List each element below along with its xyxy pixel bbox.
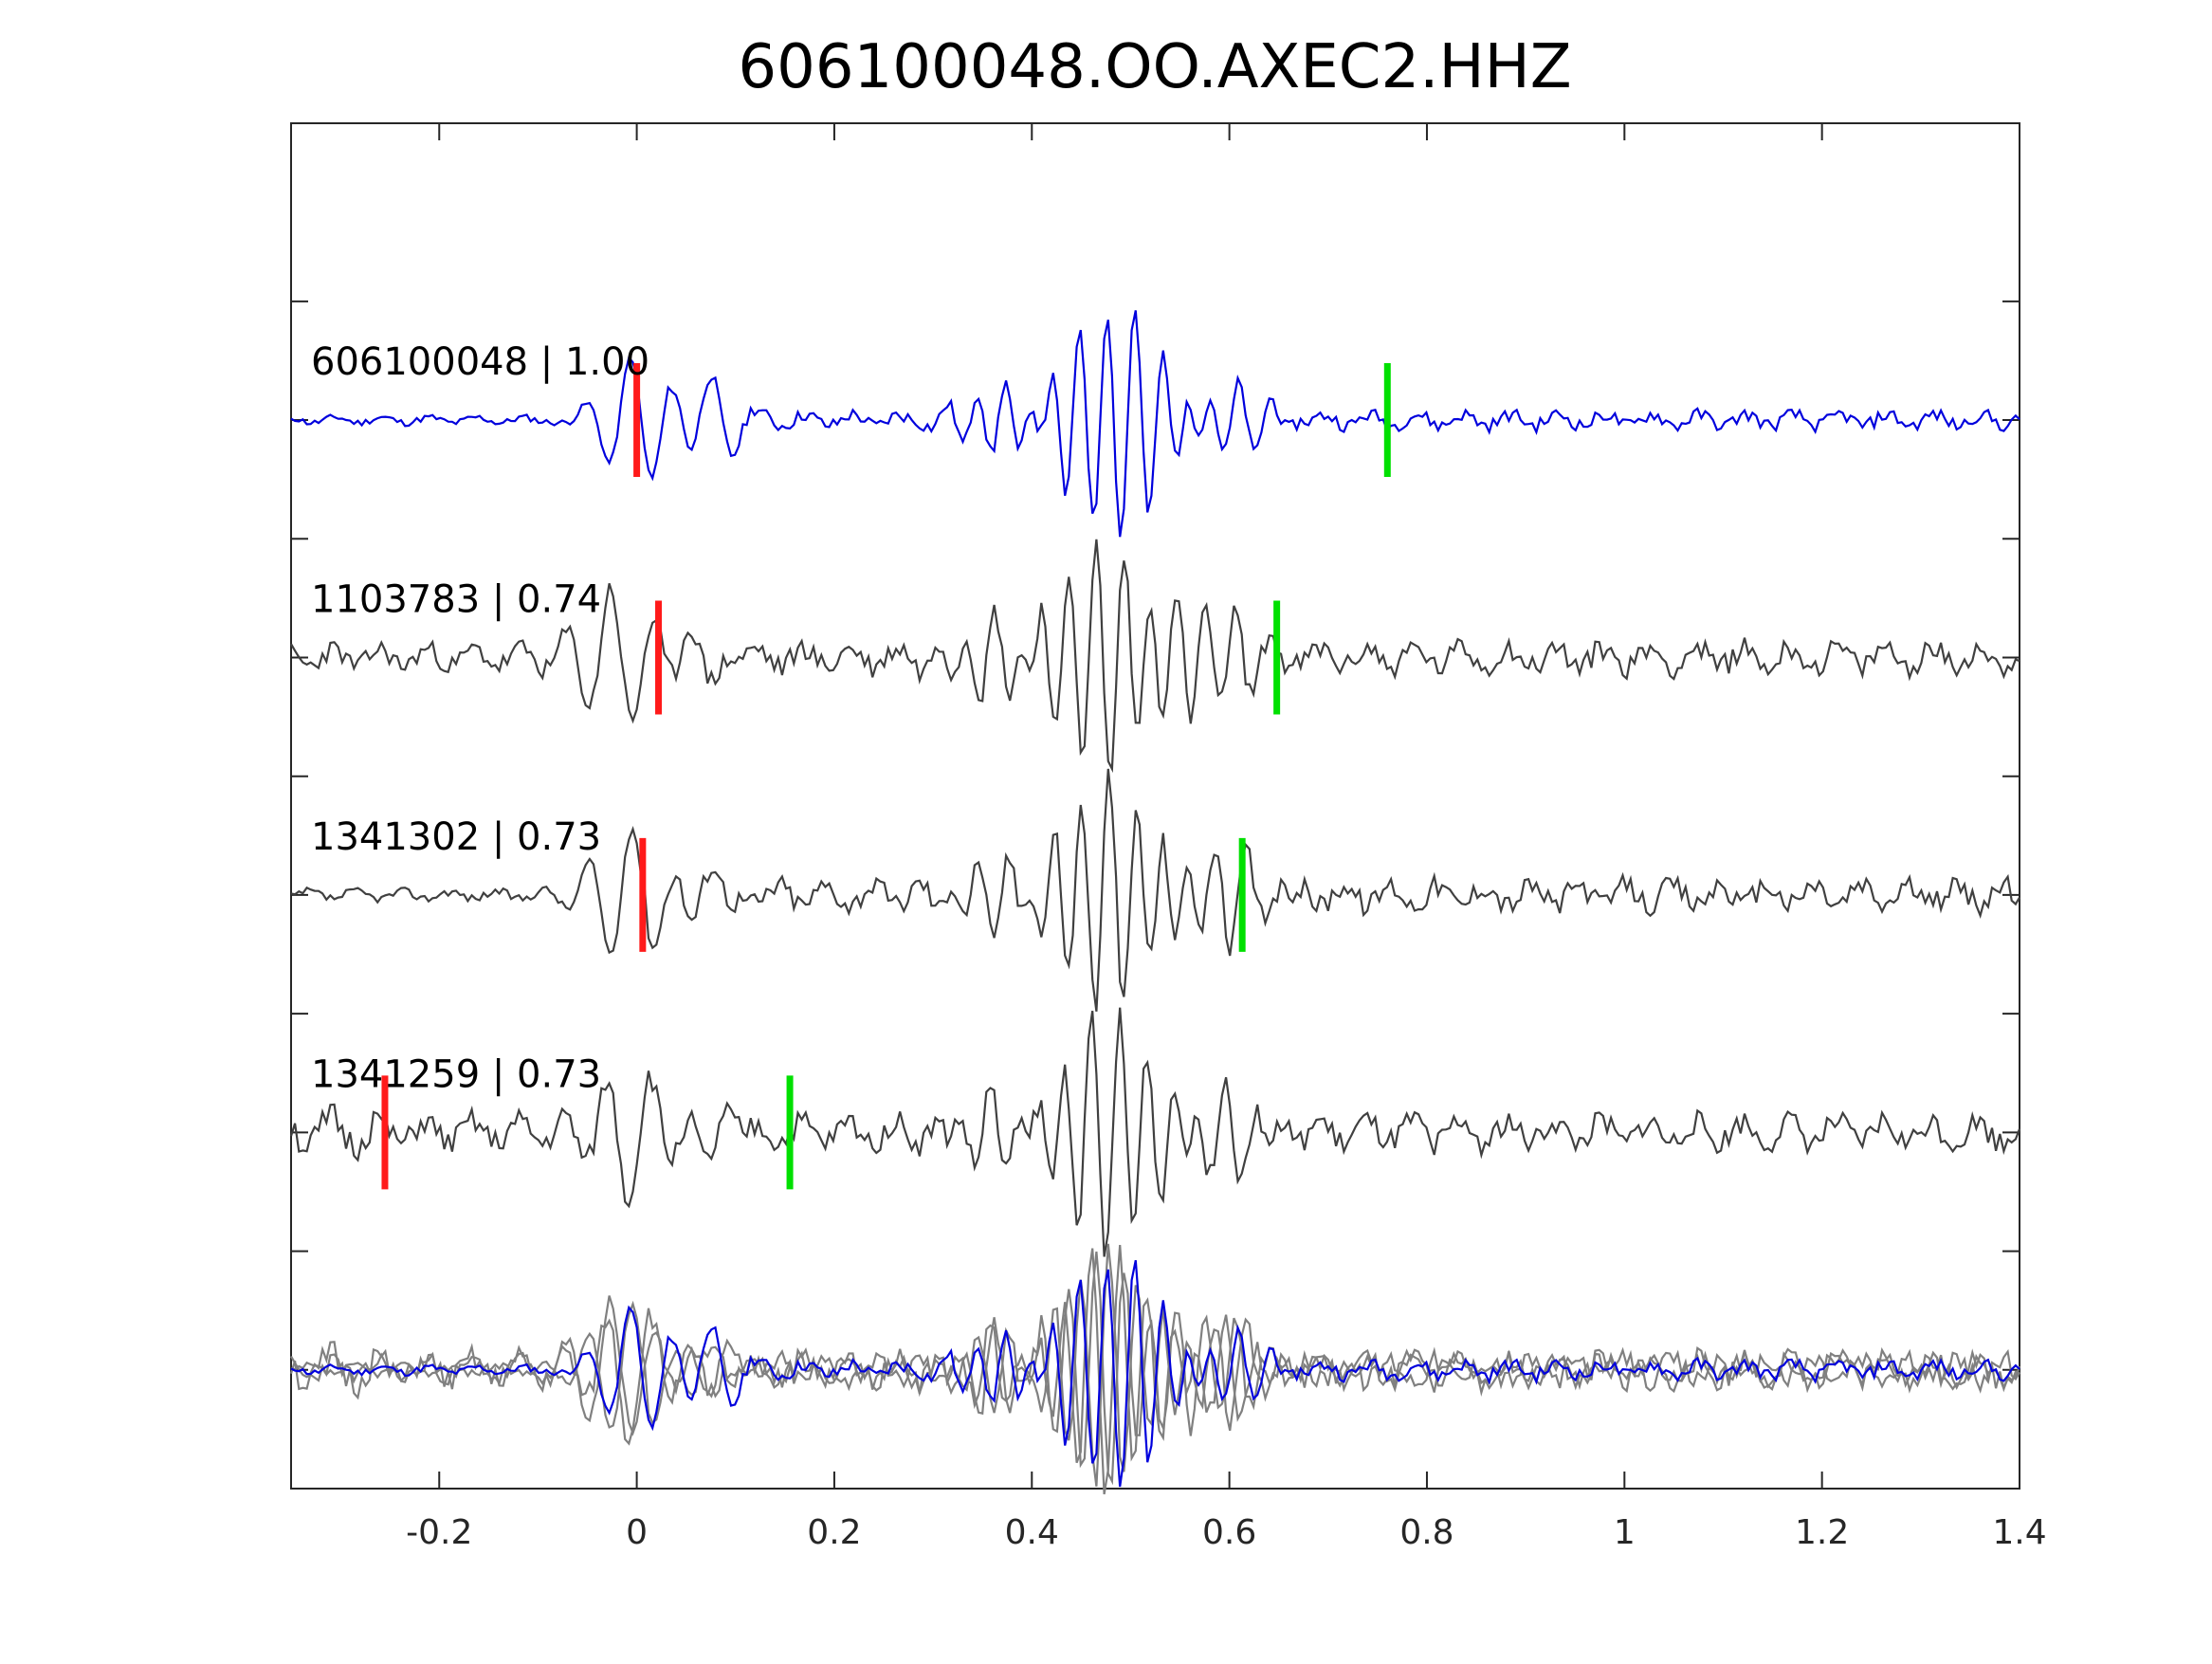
overlay-traces [289,1243,2021,1495]
axes: -0.2 0 0.2 0.4 0.6 0.8 1 1.2 1.4 [290,122,2047,1552]
overlay-trace-606100048 [290,1259,2020,1488]
x-tick-label: 0.8 [1399,1513,1453,1552]
trace-1341302 [290,768,2020,1012]
x-tick-label: 0 [626,1513,648,1552]
x-tick-label: 0.2 [807,1513,861,1552]
trace-1341259 [289,1007,2021,1257]
plot-frame [290,122,2020,1490]
trace-label-1341302: 1341302 | 0.73 [311,815,601,859]
trace-606100048 [290,310,2020,538]
x-tick-label: 1 [1614,1513,1636,1552]
x-tick-label: 0.6 [1202,1513,1256,1552]
chart-title: 606100048.OO.AXEC2.HHZ [738,32,1571,102]
trace-labels: 606100048 | 1.00 1103783 | 0.74 1341302 | … [311,340,649,1096]
x-tick-label: -0.2 [406,1513,472,1552]
trace-label-1341259: 1341259 | 0.73 [311,1052,601,1096]
x-tick-label: 0.4 [1005,1513,1059,1552]
trace-label-1103783: 1103783 | 0.74 [311,577,601,621]
x-tick-label: 1.4 [1992,1513,2046,1552]
trace-label-606100048: 606100048 | 1.00 [311,340,649,384]
trace-1103783 [290,539,2020,774]
x-tick-label: 1.2 [1795,1513,1849,1552]
traces [289,310,2021,1257]
phase-picks [381,363,1391,1190]
